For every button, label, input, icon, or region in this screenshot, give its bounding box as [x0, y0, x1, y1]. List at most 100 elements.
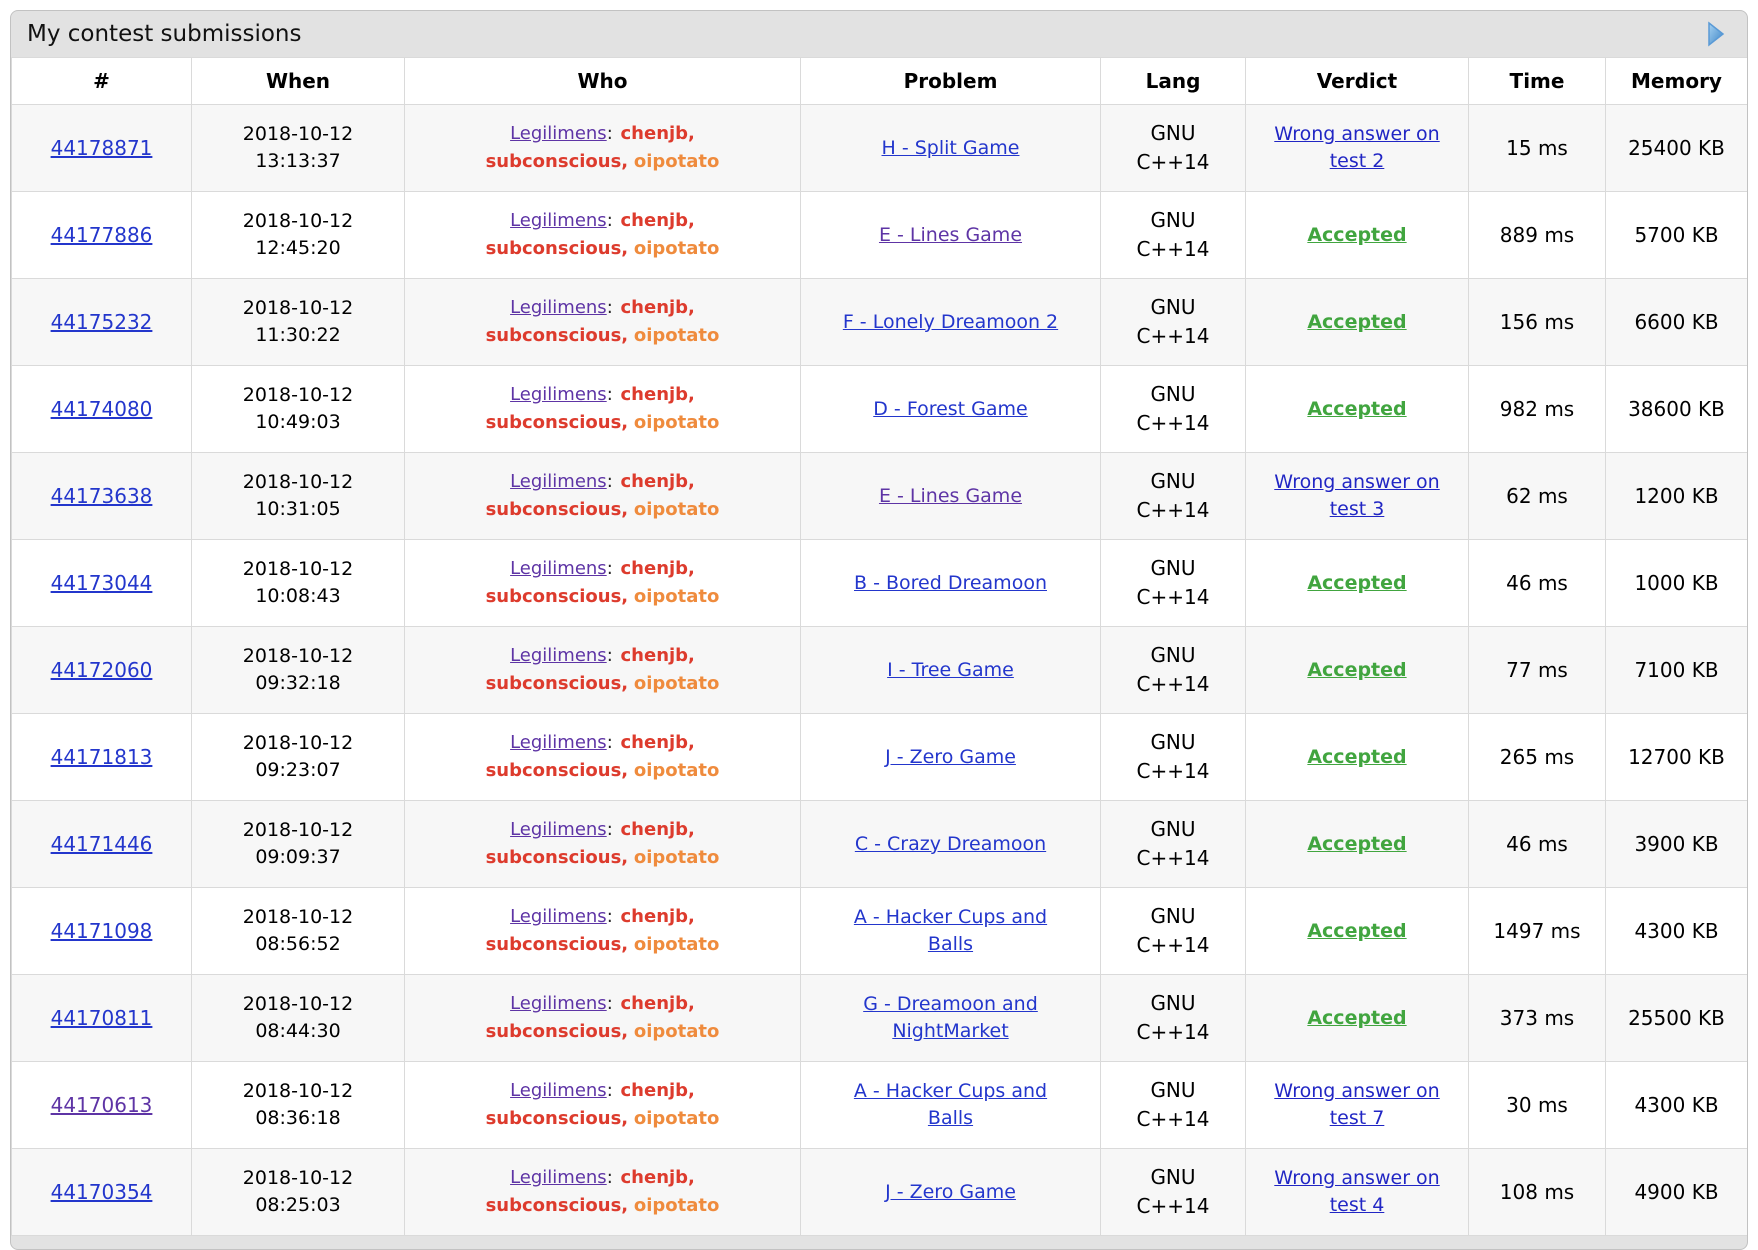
team-link[interactable]: Legilimens — [510, 732, 607, 754]
team-link[interactable]: Legilimens — [510, 123, 607, 145]
verdict-link[interactable]: Wrong answer on test 2 — [1274, 123, 1440, 172]
lang-label: GNU C++14 — [1136, 1078, 1210, 1131]
table-row: 44170613 2018-10-12 08:36:18 Legilimens:… — [11, 1061, 1747, 1149]
memory-value: 7100 KB — [1634, 658, 1719, 682]
submission-datetime: 2018-10-12 08:36:18 — [228, 1078, 368, 1131]
verdict-link[interactable]: Accepted — [1307, 832, 1407, 855]
verdict-link[interactable]: Accepted — [1307, 223, 1407, 246]
verdict-link[interactable]: Accepted — [1307, 397, 1407, 420]
problem-link[interactable]: H - Split Game — [881, 136, 1020, 159]
submission-id-link[interactable]: 44173044 — [50, 571, 153, 595]
submission-id-link[interactable]: 44173638 — [50, 484, 153, 508]
time-cell: 77 ms — [1468, 626, 1606, 714]
team-link[interactable]: Legilimens — [510, 906, 607, 928]
problem-link[interactable]: J - Zero Game — [885, 745, 1016, 768]
when-cell: 2018-10-12 08:44:30 — [191, 974, 405, 1062]
time-cell: 108 ms — [1468, 1148, 1606, 1236]
problem-link[interactable]: E - Lines Game — [878, 484, 1023, 507]
verdict-link[interactable]: Accepted — [1307, 571, 1407, 594]
team-separator: : — [606, 558, 613, 580]
submission-date: 2018-10-12 — [242, 297, 354, 320]
team-link[interactable]: Legilimens — [510, 297, 607, 319]
problem-link[interactable]: J - Zero Game — [885, 1180, 1016, 1203]
problem-link[interactable]: I - Tree Game — [887, 658, 1014, 681]
verdict-cell: Accepted — [1245, 191, 1469, 279]
problem-link[interactable]: A - Hacker Cups and Balls — [853, 906, 1048, 955]
member-handle: subconscious, — [485, 934, 629, 955]
time-value: 46 ms — [1506, 571, 1568, 595]
time-value: 62 ms — [1506, 484, 1568, 508]
team-link[interactable]: Legilimens — [510, 558, 607, 580]
time-cell: 62 ms — [1468, 452, 1606, 540]
problem-link[interactable]: F - Lonely Dreamoon 2 — [842, 310, 1059, 333]
memory-value: 1200 KB — [1634, 484, 1719, 508]
who-cell: Legilimens: chenjb, subconscious, oipota… — [404, 191, 801, 279]
team-link[interactable]: Legilimens — [510, 1167, 607, 1189]
submission-id-link[interactable]: 44178871 — [50, 136, 153, 160]
verdict-link[interactable]: Wrong answer on test 3 — [1274, 471, 1440, 520]
lang-label: GNU C++14 — [1136, 295, 1210, 348]
id-cell: 44172060 — [11, 626, 192, 714]
team-link[interactable]: Legilimens — [510, 210, 607, 232]
when-cell: 2018-10-12 09:23:07 — [191, 713, 405, 801]
submission-id-link[interactable]: 44171446 — [50, 832, 153, 856]
lang-cell: GNU C++14 — [1100, 539, 1246, 627]
submission-id-link[interactable]: 44172060 — [50, 658, 153, 682]
submission-id-link[interactable]: 44177886 — [50, 223, 153, 247]
when-cell: 2018-10-12 10:08:43 — [191, 539, 405, 627]
member-handle: subconscious, — [485, 412, 629, 433]
team-members: chenjb, subconscious, oipotato — [486, 210, 720, 259]
submission-id-link[interactable]: 44170811 — [50, 1006, 153, 1030]
submission-id-link[interactable]: 44171813 — [50, 745, 153, 769]
team-separator: : — [606, 123, 613, 145]
verdict-link[interactable]: Wrong answer on test 4 — [1274, 1167, 1440, 1216]
memory-cell: 1200 KB — [1605, 452, 1747, 540]
lang-label: GNU C++14 — [1136, 1165, 1210, 1218]
problem-link[interactable]: E - Lines Game — [878, 223, 1023, 246]
submission-date: 2018-10-12 — [242, 906, 354, 929]
team-link[interactable]: Legilimens — [510, 471, 607, 493]
who-cell: Legilimens: chenjb, subconscious, oipota… — [404, 1061, 801, 1149]
problem-link[interactable]: C - Crazy Dreamoon — [854, 832, 1047, 855]
problem-link[interactable]: G - Dreamoon and NightMarket — [863, 993, 1038, 1042]
problem-cell: D - Forest Game — [800, 365, 1101, 453]
memory-cell: 4300 KB — [1605, 1061, 1747, 1149]
verdict-link[interactable]: Wrong answer on test 7 — [1274, 1080, 1440, 1129]
submission-id-link[interactable]: 44170354 — [50, 1180, 153, 1204]
problem-link[interactable]: B - Bored Dreamoon — [854, 571, 1047, 594]
verdict-link[interactable]: Accepted — [1307, 745, 1407, 768]
submission-id-link[interactable]: 44170613 — [50, 1093, 153, 1117]
submission-id-link[interactable]: 44175232 — [50, 310, 153, 334]
team-label: Legilimens: chenjb, subconscious, oipota… — [453, 990, 753, 1046]
verdict-link[interactable]: Accepted — [1307, 919, 1407, 942]
team-link[interactable]: Legilimens — [510, 993, 607, 1015]
member-handle: oipotato — [633, 934, 720, 955]
team-link[interactable]: Legilimens — [510, 1080, 607, 1102]
memory-cell: 6600 KB — [1605, 278, 1747, 366]
verdict-link[interactable]: Accepted — [1307, 658, 1407, 681]
verdict-link[interactable]: Accepted — [1307, 1006, 1407, 1029]
member-handle: oipotato — [633, 1021, 720, 1042]
team-link[interactable]: Legilimens — [510, 645, 607, 667]
table-row: 44171813 2018-10-12 09:23:07 Legilimens:… — [11, 713, 1747, 801]
time-cell: 15 ms — [1468, 104, 1606, 192]
submission-time-of-day: 08:44:30 — [255, 1020, 341, 1042]
problem-link[interactable]: A - Hacker Cups and Balls — [853, 1080, 1048, 1129]
problem-link[interactable]: D - Forest Game — [873, 397, 1028, 420]
who-cell: Legilimens: chenjb, subconscious, oipota… — [404, 1148, 801, 1236]
submission-id-link[interactable]: 44171098 — [50, 919, 153, 943]
submission-id-link[interactable]: 44174080 — [50, 397, 153, 421]
team-link[interactable]: Legilimens — [510, 384, 607, 406]
expand-arrow-icon[interactable] — [1705, 19, 1727, 49]
column-header-verdict: Verdict — [1245, 57, 1469, 105]
member-handle: chenjb, — [620, 558, 695, 580]
verdict-link[interactable]: Accepted — [1307, 310, 1407, 333]
column-header-lang: Lang — [1100, 57, 1246, 105]
member-handle: oipotato — [633, 325, 720, 346]
team-separator: : — [606, 1167, 613, 1189]
team-link[interactable]: Legilimens — [510, 819, 607, 841]
submissions-datatable: My contest submissions # When Who — [10, 10, 1748, 1250]
member-handle: oipotato — [633, 499, 720, 520]
verdict-cell: Wrong answer on test 2 — [1245, 104, 1469, 192]
team-label: Legilimens: chenjb, subconscious, oipota… — [453, 642, 753, 698]
